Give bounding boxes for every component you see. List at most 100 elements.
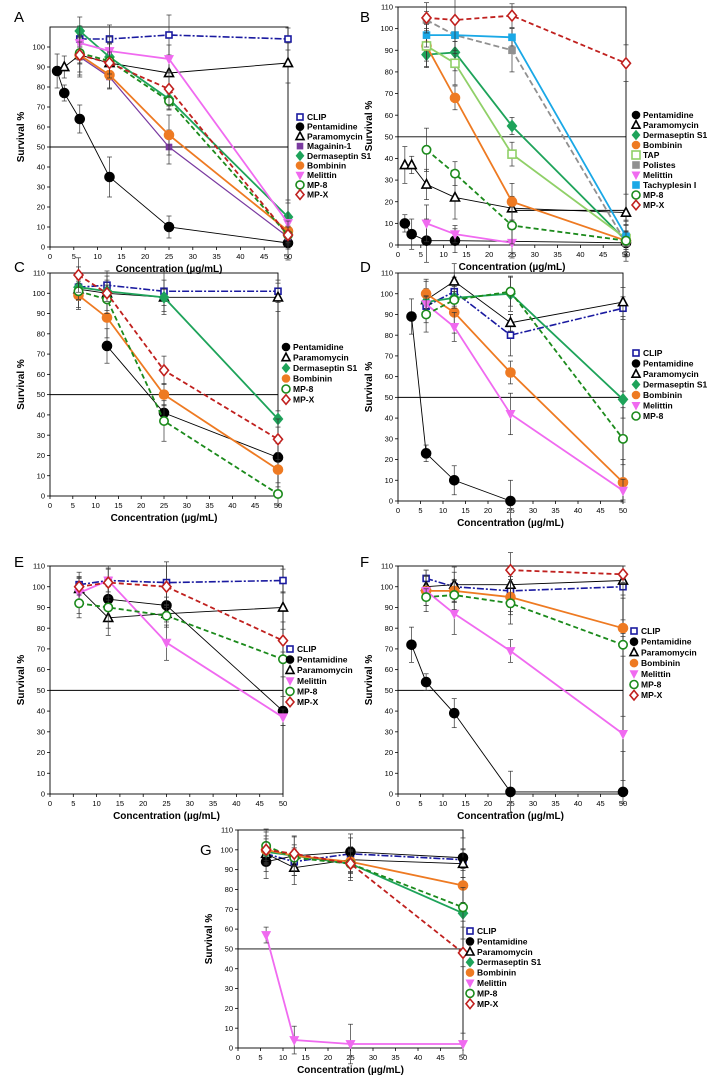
- legend-label: Pentamidine: [307, 122, 358, 132]
- data-point: [506, 331, 515, 339]
- y-tick-label: 80: [385, 624, 393, 633]
- y-tick-label: 0: [229, 1044, 233, 1053]
- legend-marker: [284, 664, 296, 675]
- data-point: [160, 580, 173, 594]
- series-melittin: [421, 295, 628, 503]
- legend-label: Bombinin: [643, 140, 682, 150]
- legend-label: Dermaseptin S1: [643, 130, 708, 140]
- data-point: [448, 274, 461, 286]
- legend-label: CLIP: [477, 926, 497, 936]
- x-tick-label: 10: [439, 506, 447, 515]
- series-line: [426, 580, 624, 588]
- x-tick-label: 40: [576, 250, 584, 259]
- legend-label: TAP: [643, 150, 660, 160]
- y-tick-label: 80: [37, 83, 45, 92]
- series-pentamidine: [51, 53, 294, 261]
- y-tick-label: 30: [37, 183, 45, 192]
- series-mp-8: [421, 127, 631, 250]
- series-line: [426, 34, 627, 237]
- data-point: [617, 622, 629, 634]
- y-tick-label: 80: [225, 885, 233, 894]
- series-line: [78, 286, 279, 420]
- series-line: [78, 588, 284, 619]
- data-point: [277, 600, 289, 612]
- x-tick-label: 30: [186, 799, 194, 808]
- series-line: [425, 303, 624, 492]
- y-tick-label: 50: [225, 945, 233, 954]
- series-line: [425, 290, 624, 440]
- y-axis-title: Survival %: [364, 655, 375, 706]
- y-tick-label: 90: [37, 603, 45, 612]
- panel-letter: F: [360, 554, 369, 571]
- legend-label: Paramomycin: [297, 665, 353, 675]
- x-tick-label: 15: [116, 799, 124, 808]
- legend-label: MP-8: [643, 411, 664, 421]
- y-tick-label: 60: [37, 665, 45, 674]
- series-line: [425, 590, 624, 735]
- y-tick-label: 40: [225, 964, 233, 973]
- x-tick-label: 35: [209, 799, 217, 808]
- series-line: [426, 589, 624, 630]
- legend-label: CLIP: [641, 626, 661, 636]
- series-pentamidine: [101, 328, 284, 473]
- legend-marker: [466, 927, 474, 935]
- legend-marker: [285, 686, 295, 697]
- data-point: [406, 311, 417, 322]
- x-axis-title: Concentration (µg/mL): [113, 811, 220, 822]
- data-point: [278, 713, 288, 723]
- x-tick-label: 5: [72, 252, 76, 261]
- data-point: [289, 1036, 300, 1046]
- x-tick-label: 30: [529, 799, 537, 808]
- x-tick-label: 20: [139, 799, 147, 808]
- series-tap: [421, 30, 631, 258]
- data-point: [260, 843, 272, 857]
- x-axis-title: Concentration (µg/mL): [116, 264, 223, 275]
- y-tick-label: 20: [385, 748, 393, 757]
- legend-marker: [630, 198, 642, 212]
- x-tick-label: 35: [551, 799, 559, 808]
- x-tick-label: 25: [165, 252, 173, 261]
- data-point: [406, 228, 417, 240]
- legend-label: CLIP: [307, 112, 327, 122]
- y-tick-label: 10: [385, 476, 393, 485]
- y-tick-label: 10: [37, 769, 45, 778]
- series-line: [426, 51, 627, 242]
- data-point: [158, 363, 170, 377]
- data-point: [620, 56, 632, 70]
- data-point: [505, 598, 516, 609]
- legend-label: Paramomycin: [307, 131, 363, 141]
- data-point: [450, 58, 460, 69]
- series-mp-8: [421, 276, 628, 460]
- data-point: [74, 48, 86, 62]
- data-point: [506, 196, 518, 208]
- legend-marker: [631, 401, 641, 411]
- data-point: [448, 707, 460, 719]
- series-mp-8: [421, 580, 628, 657]
- series-line: [78, 290, 279, 495]
- legend-marker: [295, 122, 305, 131]
- x-tick-label: 20: [484, 799, 492, 808]
- series-line: [411, 644, 623, 793]
- legend-label: Melittin: [297, 676, 327, 686]
- data-point: [448, 474, 460, 486]
- legend-marker: [629, 670, 639, 679]
- legend-marker: [632, 349, 640, 357]
- legend-marker: [631, 390, 641, 400]
- data-point: [458, 1040, 468, 1050]
- y-tick-label: 40: [37, 163, 45, 172]
- legend-marker: [465, 979, 475, 989]
- series-line: [106, 345, 279, 458]
- x-tick-label: 35: [553, 250, 561, 259]
- data-point: [421, 309, 432, 320]
- legend-marker: [295, 150, 305, 162]
- series-line: [426, 222, 513, 244]
- y-tick-label: 100: [380, 24, 393, 33]
- series-paramomycin: [399, 146, 632, 232]
- legend-label: MP-X: [641, 690, 663, 700]
- legend-label: CLIP: [643, 348, 663, 358]
- data-point: [74, 598, 85, 609]
- legend-label: Pentamidine: [641, 637, 692, 647]
- x-tick-label: 45: [260, 252, 268, 261]
- legend-label: Bombinin: [477, 968, 516, 978]
- y-tick-label: 90: [225, 865, 233, 874]
